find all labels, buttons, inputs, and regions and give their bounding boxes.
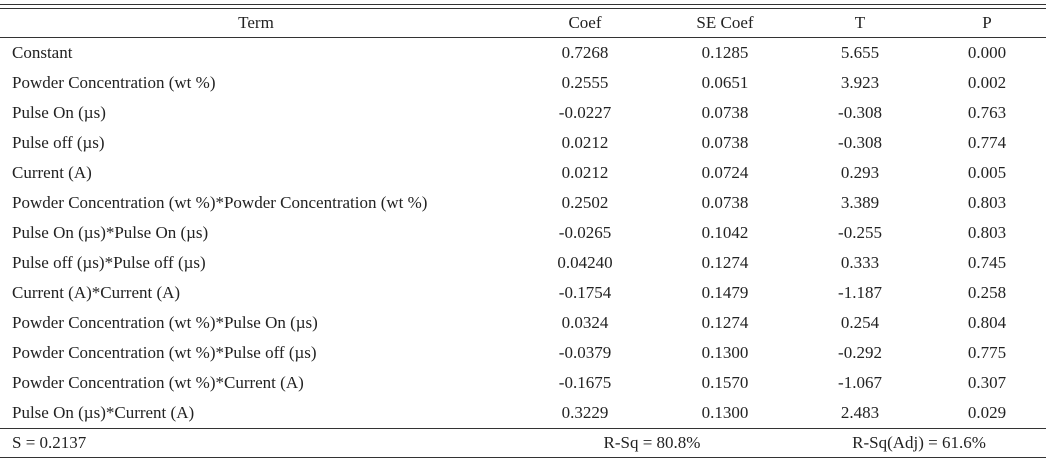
cell-se-coef: 0.1479 [701,283,749,302]
cell-p: 0.775 [967,343,1007,362]
cell-p: 0.745 [967,253,1007,272]
cell-coef: -0.1754 [558,283,612,302]
cell-t: -1.067 [838,373,882,392]
cell-p: 0.005 [967,163,1007,182]
cell-t: 5.655 [840,43,880,62]
cell-se-coef: 0.0738 [701,193,749,212]
header-p: P [928,9,1046,38]
cell-t: -0.255 [838,223,882,242]
cell-t: 3.389 [840,193,880,212]
table-row: Pulse On (µs)*Pulse On (µs) -0.0265 0.1042… [0,218,1046,248]
cell-coef: 0.7268 [561,43,609,62]
table-row: Pulse On (µs) -0.0227 0.0738 -0.308 0.763 [0,98,1046,128]
cell-p: 0.763 [967,103,1007,122]
cell-t: 0.293 [840,163,880,182]
cell-p: 0.803 [967,193,1007,212]
header-row: Term Coef SE Coef T P [0,9,1046,38]
cell-coef: -0.1675 [558,373,612,392]
cell-coef: -0.0265 [558,223,612,242]
cell-coef: 0.04240 [557,253,613,272]
cell-se-coef: 0.0651 [701,73,749,92]
cell-term: Powder Concentration (wt %) [12,73,216,92]
header-coef: Coef [512,9,658,38]
cell-coef: 0.0212 [561,163,609,182]
cell-coef: -0.0379 [558,343,612,362]
s-value: S = 0.2137 [12,433,87,452]
cell-t: -1.187 [838,283,882,302]
cell-t: -0.292 [838,343,882,362]
table-body: Constant 0.7268 0.1285 5.655 0.000 Powder Con… [0,38,1046,429]
header-se-coef: SE Coef [658,9,792,38]
cell-se-coef: 0.1042 [701,223,749,242]
cell-p: 0.258 [967,283,1007,302]
cell-term: Powder Concentration (wt %)*Current (A) [12,373,304,392]
cell-t: 2.483 [840,403,880,422]
table-row: Powder Concentration (wt %) 0.2555 0.0651 3… [0,68,1046,98]
cell-term: Pulse On (µs)*Pulse On (µs) [12,223,209,242]
cell-p: 0.002 [967,73,1007,92]
header-term: Term [0,9,512,38]
cell-coef: -0.0227 [558,103,612,122]
cell-t: -0.308 [838,103,882,122]
r-sq-value: R-Sq = 80.8% [603,433,701,452]
cell-p: 0.029 [967,403,1007,422]
cell-coef: 0.2555 [561,73,609,92]
regression-coefficients-table: Term Coef SE Coef T P Constant 0.7268 0.12… [0,4,1046,458]
cell-t: 0.254 [840,313,880,332]
header-rule [0,428,1046,429]
cell-p: 0.307 [967,373,1007,392]
cell-term: Constant [12,43,73,62]
header-t: T [792,9,928,38]
cell-se-coef: 0.1274 [701,313,749,332]
table-row: Pulse off (µs)*Pulse off (µs) 0.04240 0.12… [0,248,1046,278]
top-rule [0,4,1046,9]
table-row: Pulse On (µs)*Current (A) 0.3229 0.1300 2.4… [0,398,1046,428]
cell-term: Current (A)*Current (A) [12,283,181,302]
cell-t: 3.923 [840,73,880,92]
table-row: Constant 0.7268 0.1285 5.655 0.000 [0,38,1046,69]
cell-term: Current (A) [12,163,92,182]
cell-term: Pulse off (µs) [12,133,105,152]
cell-p: 0.774 [967,133,1007,152]
table-row: Powder Concentration (wt %)*Current (A) -… [0,368,1046,398]
cell-se-coef: 0.0738 [701,133,749,152]
table-row: Current (A) 0.0212 0.0724 0.293 0.005 [0,158,1046,188]
cell-se-coef: 0.1300 [701,403,749,422]
cell-term: Powder Concentration (wt %)*Powder Conce… [12,193,428,212]
cell-coef: 0.0324 [561,313,609,332]
cell-t: -0.308 [838,133,882,152]
bottom-rule [0,457,1046,458]
table-row: Pulse off (µs) 0.0212 0.0738 -0.308 0.774 [0,128,1046,158]
coefficients-table: Term Coef SE Coef T P Constant 0.7268 0.12… [0,9,1046,428]
cell-p: 0.804 [967,313,1007,332]
cell-coef: 0.0212 [561,133,609,152]
cell-se-coef: 0.0738 [701,103,749,122]
cell-term: Pulse On (µs) [12,103,106,122]
cell-term: Pulse off (µs)*Pulse off (µs) [12,253,206,272]
cell-se-coef: 0.1285 [701,43,749,62]
cell-term: Powder Concentration (wt %)*Pulse On (µs… [12,313,318,332]
cell-se-coef: 0.1274 [701,253,749,272]
cell-se-coef: 0.0724 [701,163,749,182]
cell-coef: 0.3229 [561,403,609,422]
table-row: Powder Concentration (wt %)*Powder Conce… [0,188,1046,218]
model-summary: S = 0.2137 R-Sq = 80.8% R-Sq(Adj) = 61.6… [0,429,1046,457]
table-row: Powder Concentration (wt %)*Pulse On (µs… [0,308,1046,338]
cell-term: Powder Concentration (wt %)*Pulse off (µ… [12,343,317,362]
cell-t: 0.333 [840,253,880,272]
cell-se-coef: 0.1300 [701,343,749,362]
cell-coef: 0.2502 [561,193,609,212]
cell-term: Pulse On (µs)*Current (A) [12,403,195,422]
r-sq-adj-value: R-Sq(Adj) = 61.6% [852,433,986,452]
cell-p: 0.000 [967,43,1007,62]
table-row: Current (A)*Current (A) -0.1754 0.1479 -1.1… [0,278,1046,308]
cell-p: 0.803 [967,223,1007,242]
table-row: Powder Concentration (wt %)*Pulse off (µ… [0,338,1046,368]
cell-se-coef: 0.1570 [701,373,749,392]
